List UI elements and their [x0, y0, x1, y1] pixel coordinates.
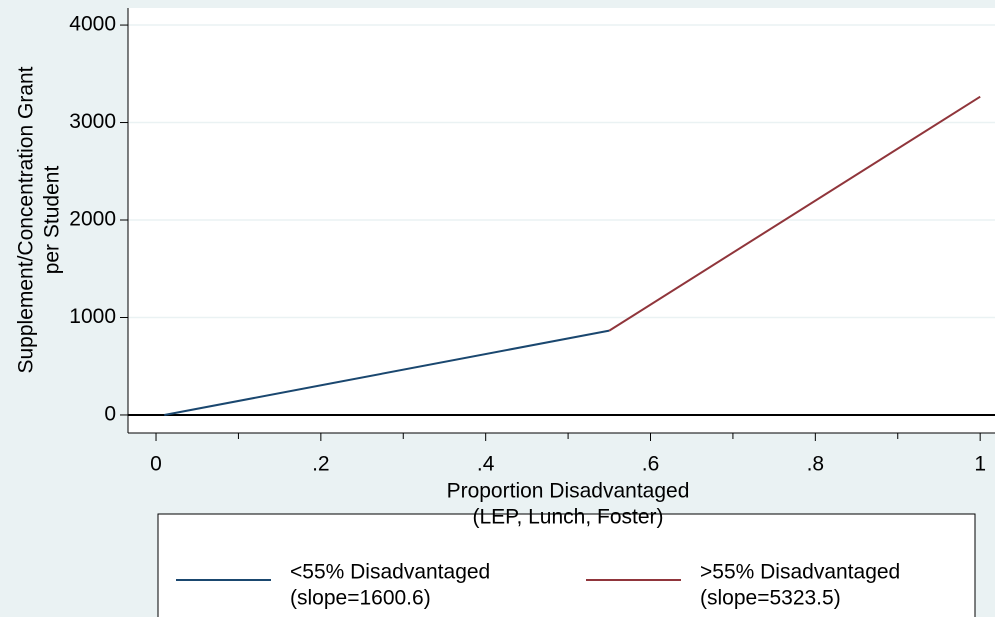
x-tick-label: .4: [477, 453, 495, 476]
legend-slope: (slope=5323.5): [700, 587, 841, 610]
y-axis-label: Supplement/Concentration Grant: [15, 66, 38, 373]
x-tick-label: .8: [807, 453, 825, 476]
y-tick-label: 0: [104, 403, 116, 426]
y-axis-label: per Student: [41, 166, 64, 275]
y-tick-label: 3000: [69, 110, 116, 133]
series-line: [164, 329, 610, 416]
legend-slope: (slope=1600.6): [290, 587, 431, 610]
legend-label: <55% Disadvantaged: [290, 561, 490, 584]
legend-label: >55% Disadvantaged: [700, 561, 900, 584]
x-axis-label: Proportion Disadvantaged: [447, 480, 690, 503]
y-tick-label: 2000: [69, 208, 116, 231]
x-tick-label: 0: [150, 453, 162, 476]
y-tick-label: 1000: [69, 305, 116, 328]
x-tick-label: 1: [974, 453, 986, 476]
x-tick-label: .2: [312, 453, 330, 476]
x-tick-label: .6: [642, 453, 660, 476]
legend-box: [157, 513, 976, 617]
x-axis-label: (LEP, Lunch, Foster): [472, 506, 663, 529]
series-line: [608, 95, 981, 332]
y-tick-label: 4000: [69, 13, 116, 36]
